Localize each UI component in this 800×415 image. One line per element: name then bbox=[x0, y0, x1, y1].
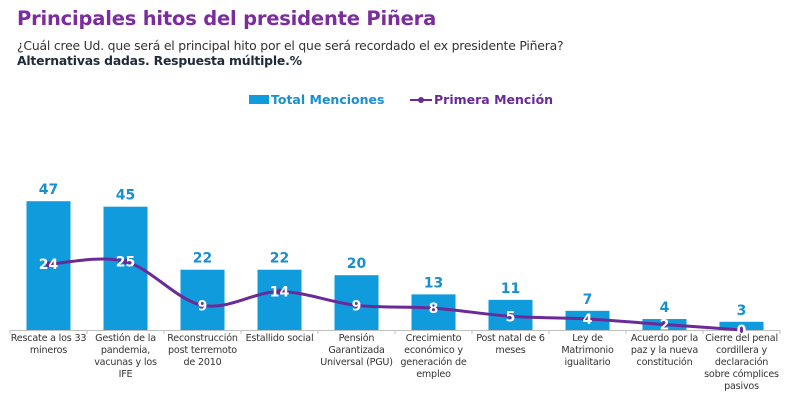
bar-value-label: 45 bbox=[116, 188, 135, 204]
line-point bbox=[45, 261, 52, 268]
bar bbox=[257, 269, 302, 330]
bar-value-label: 11 bbox=[501, 281, 520, 297]
line-point bbox=[122, 258, 129, 265]
chart-question: ¿Cuál cree Ud. que será el principal hit… bbox=[17, 38, 564, 53]
line-point bbox=[353, 302, 360, 309]
legend-item-primera: Primera Mención bbox=[410, 92, 553, 107]
line-point bbox=[199, 302, 206, 309]
line-value-label: 25 bbox=[116, 255, 135, 271]
line-value-label: 2 bbox=[660, 318, 670, 334]
x-tick-label: Pensión Garantizada Universal (PGU) bbox=[320, 333, 393, 368]
x-tick-label: Reconstrucción post terremoto de 2010 bbox=[167, 333, 238, 368]
line-point bbox=[661, 321, 668, 328]
line-value-label: 4 bbox=[583, 312, 593, 328]
bar-value-label: 4 bbox=[660, 300, 670, 316]
line-value-label: 5 bbox=[506, 309, 516, 325]
legend-item-total: Total Menciones bbox=[249, 92, 384, 107]
bar bbox=[411, 294, 456, 330]
primera-mencion-line bbox=[47, 257, 743, 332]
x-tick-label: Crecimiento económico y generación de em… bbox=[400, 333, 467, 380]
bar-value-label: 3 bbox=[737, 303, 747, 319]
line-point bbox=[276, 288, 283, 295]
chart-note: Alternativas dadas. Respuesta múltiple.% bbox=[17, 53, 302, 68]
line-value-label: 0 bbox=[737, 323, 747, 339]
bar-value-label: 22 bbox=[270, 251, 289, 267]
x-tick-label: Rescate a los 33 mineros bbox=[10, 333, 87, 356]
line-value-label: 8 bbox=[429, 301, 439, 317]
bar bbox=[719, 321, 764, 330]
line-point bbox=[738, 327, 745, 333]
x-tick-label: Acuerdo por la paz y la nueva constituci… bbox=[630, 333, 699, 368]
bar-value-label: 20 bbox=[347, 256, 367, 272]
bar-value-label: 22 bbox=[193, 251, 212, 267]
bar-value-label: 7 bbox=[583, 292, 593, 308]
line-point bbox=[430, 305, 437, 312]
line-value-label: 9 bbox=[198, 298, 208, 314]
line-value-label: 24 bbox=[39, 257, 59, 273]
line-value-label: 14 bbox=[270, 285, 290, 301]
line-point bbox=[584, 316, 591, 323]
chart-title: Principales hitos del presidente Piñera bbox=[17, 7, 437, 30]
x-tick-label: Estallido social bbox=[245, 333, 314, 344]
x-tick-label: Cierre del penal cordillera y declaració… bbox=[704, 333, 779, 392]
x-tick-label: Ley de Matrimonio igualitario bbox=[561, 333, 614, 368]
legend-line-swatch bbox=[410, 95, 432, 105]
x-tick-label: Gestión de la pandemia, vacunas y los IF… bbox=[94, 333, 157, 380]
line-value-label: 9 bbox=[352, 298, 362, 314]
legend: Total Menciones Primera Mención bbox=[0, 92, 800, 110]
legend-label-total: Total Menciones bbox=[271, 92, 385, 107]
line-point bbox=[507, 313, 514, 320]
bar-value-label: 47 bbox=[39, 182, 58, 198]
bar-value-label: 13 bbox=[424, 275, 443, 291]
legend-bar-swatch bbox=[249, 95, 269, 104]
x-tick-label: Post natal de 6 meses bbox=[476, 333, 545, 356]
legend-label-primera: Primera Mención bbox=[434, 92, 554, 107]
